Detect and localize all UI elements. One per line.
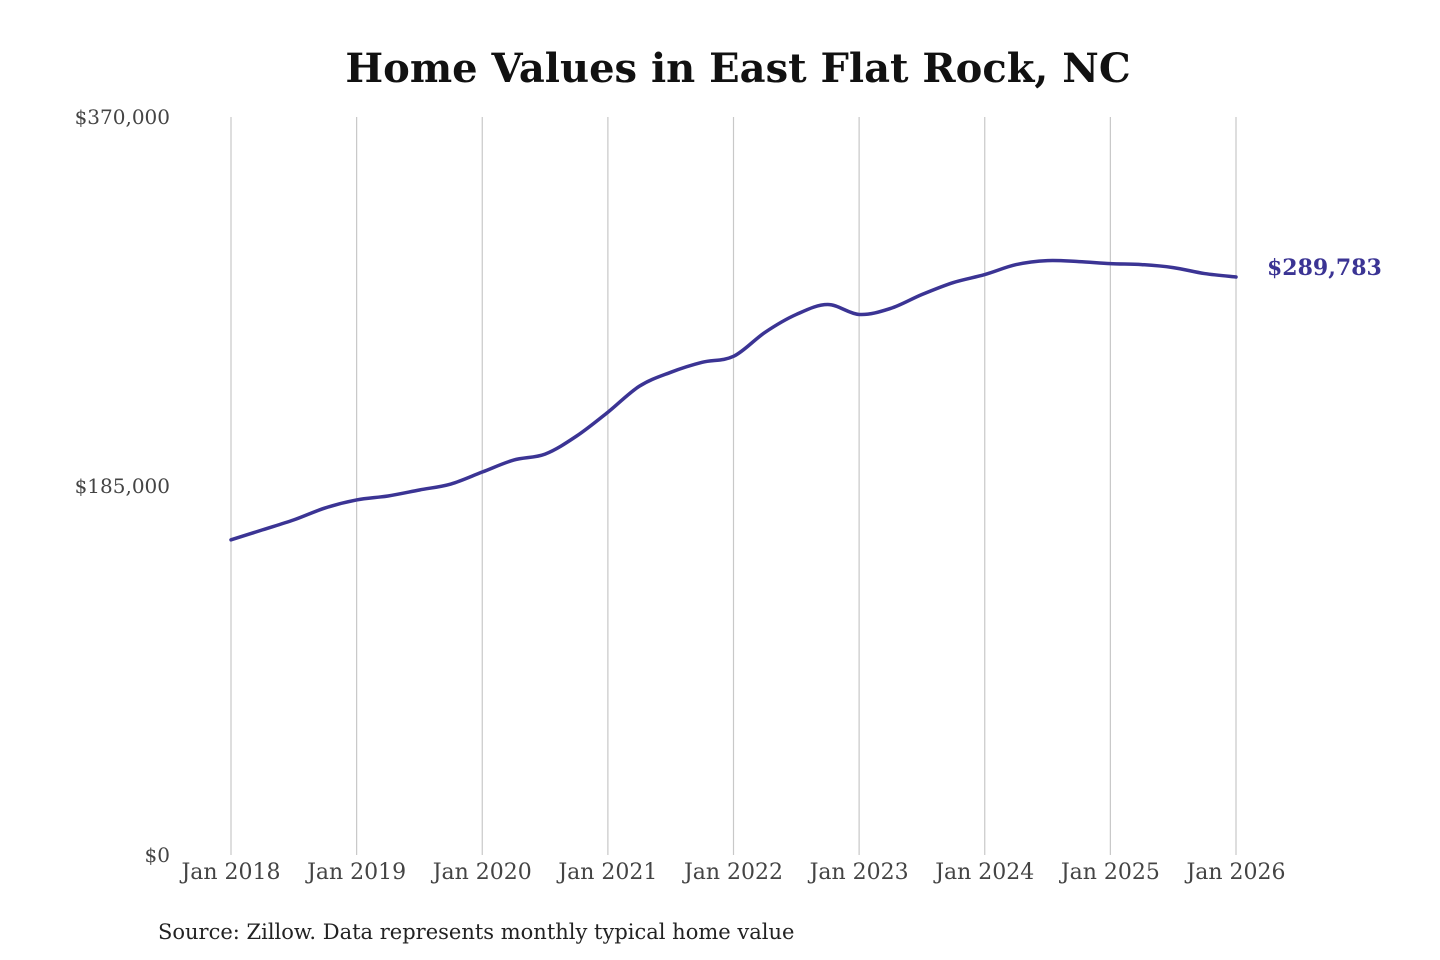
x-tick-label-1: Jan 2019 xyxy=(305,860,406,885)
x-tick-label-0: Jan 2018 xyxy=(179,860,280,885)
x-tick-label-3: Jan 2021 xyxy=(556,860,657,885)
x-tick-label-2: Jan 2020 xyxy=(431,860,532,885)
x-tick-label-7: Jan 2025 xyxy=(1059,860,1160,885)
x-tick-label-6: Jan 2024 xyxy=(933,860,1034,885)
y-tick-label-2: $370,000 xyxy=(75,105,170,129)
grid-layer xyxy=(230,117,1237,855)
x-axis-ticks: Jan 2018 Jan 2019 Jan 2020 Jan 2021 Jan 2022… xyxy=(179,860,1285,885)
x-tick-label-4: Jan 2022 xyxy=(682,860,783,885)
y-tick-label-0: $0 xyxy=(145,843,170,867)
x-tick-label-5: Jan 2023 xyxy=(808,860,909,885)
x-tick-label-8: Jan 2026 xyxy=(1184,860,1285,885)
series-line-0 xyxy=(229,258,1238,542)
series-end-value-label: $289,783 xyxy=(1267,255,1382,281)
y-tick-label-1: $185,000 xyxy=(75,474,170,498)
chart-title: Home Values in East Flat Rock, NC xyxy=(345,45,1130,92)
y-axis-ticks: $0 $185,000 $370,000 xyxy=(75,105,170,867)
series-layer: $289,783 xyxy=(229,255,1382,542)
source-note: Source: Zillow. Data represents monthly … xyxy=(158,920,794,944)
